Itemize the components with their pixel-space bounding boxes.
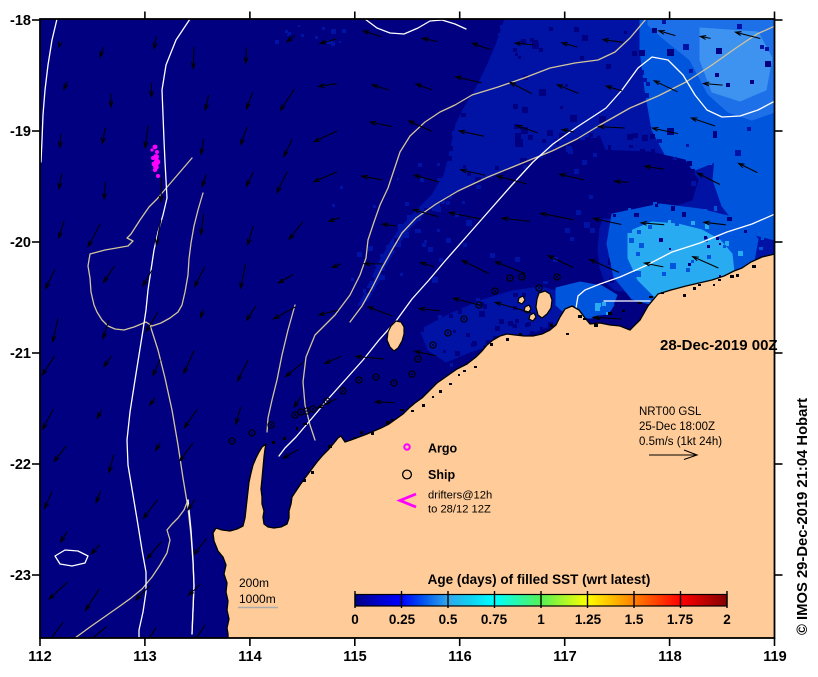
svg-text:112: 112 [28,649,51,665]
svg-text:1000m: 1000m [239,592,276,606]
svg-text:0.5: 0.5 [439,612,458,627]
svg-text:0.5m/s (1kt 24h): 0.5m/s (1kt 24h) [639,436,722,448]
svg-text:© IMOS 29-Dec-2019 21:04 Hobar: © IMOS 29-Dec-2019 21:04 Hobart [795,398,811,635]
svg-text:0.75: 0.75 [481,612,508,627]
svg-text:116: 116 [448,649,471,665]
svg-text:200m: 200m [239,576,269,590]
svg-text:Ship: Ship [428,468,455,482]
svg-text:-19: -19 [10,124,31,140]
svg-text:1.25: 1.25 [575,612,602,627]
svg-text:0.25: 0.25 [389,612,416,627]
svg-text:114: 114 [238,649,261,665]
svg-text:117: 117 [553,649,576,665]
svg-text:2: 2 [723,612,731,627]
svg-text:1.75: 1.75 [667,612,694,627]
svg-text:-21: -21 [10,346,31,362]
svg-text:-22: -22 [10,457,31,473]
svg-text:-20: -20 [10,235,31,251]
svg-text:118: 118 [658,649,681,665]
svg-text:113: 113 [133,649,156,665]
svg-text:119: 119 [763,649,786,665]
svg-text:to 28/12 12Z: to 28/12 12Z [428,504,491,516]
svg-text:1.5: 1.5 [625,612,644,627]
svg-text:drifters@12h: drifters@12h [428,490,492,502]
svg-text:NRT00 GSL: NRT00 GSL [639,406,702,418]
svg-text:-23: -23 [10,568,31,584]
svg-text:-18: -18 [10,13,31,29]
svg-text:Age (days) of filled SST (wrt: Age (days) of filled SST (wrt latest) [428,572,651,587]
svg-text:115: 115 [343,649,366,665]
svg-text:0: 0 [351,612,359,627]
svg-text:25-Dec 18:00Z: 25-Dec 18:00Z [639,421,715,433]
svg-text:Argo: Argo [428,442,458,456]
svg-text:28-Dec-2019 00Z: 28-Dec-2019 00Z [660,337,778,354]
svg-text:1: 1 [537,612,545,627]
